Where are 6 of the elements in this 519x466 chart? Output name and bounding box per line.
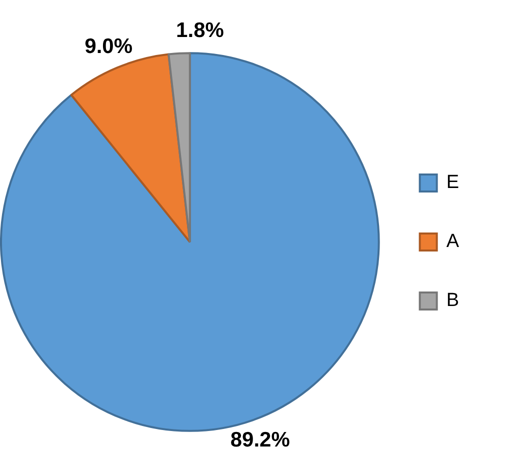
- legend-label: B: [446, 290, 460, 312]
- data-label: 1.8%: [176, 19, 224, 42]
- legend-label: E: [446, 172, 460, 194]
- legend-label: A: [446, 231, 460, 252]
- data-label: 89.2%: [230, 428, 290, 452]
- data-label: 9.0%: [84, 35, 133, 58]
